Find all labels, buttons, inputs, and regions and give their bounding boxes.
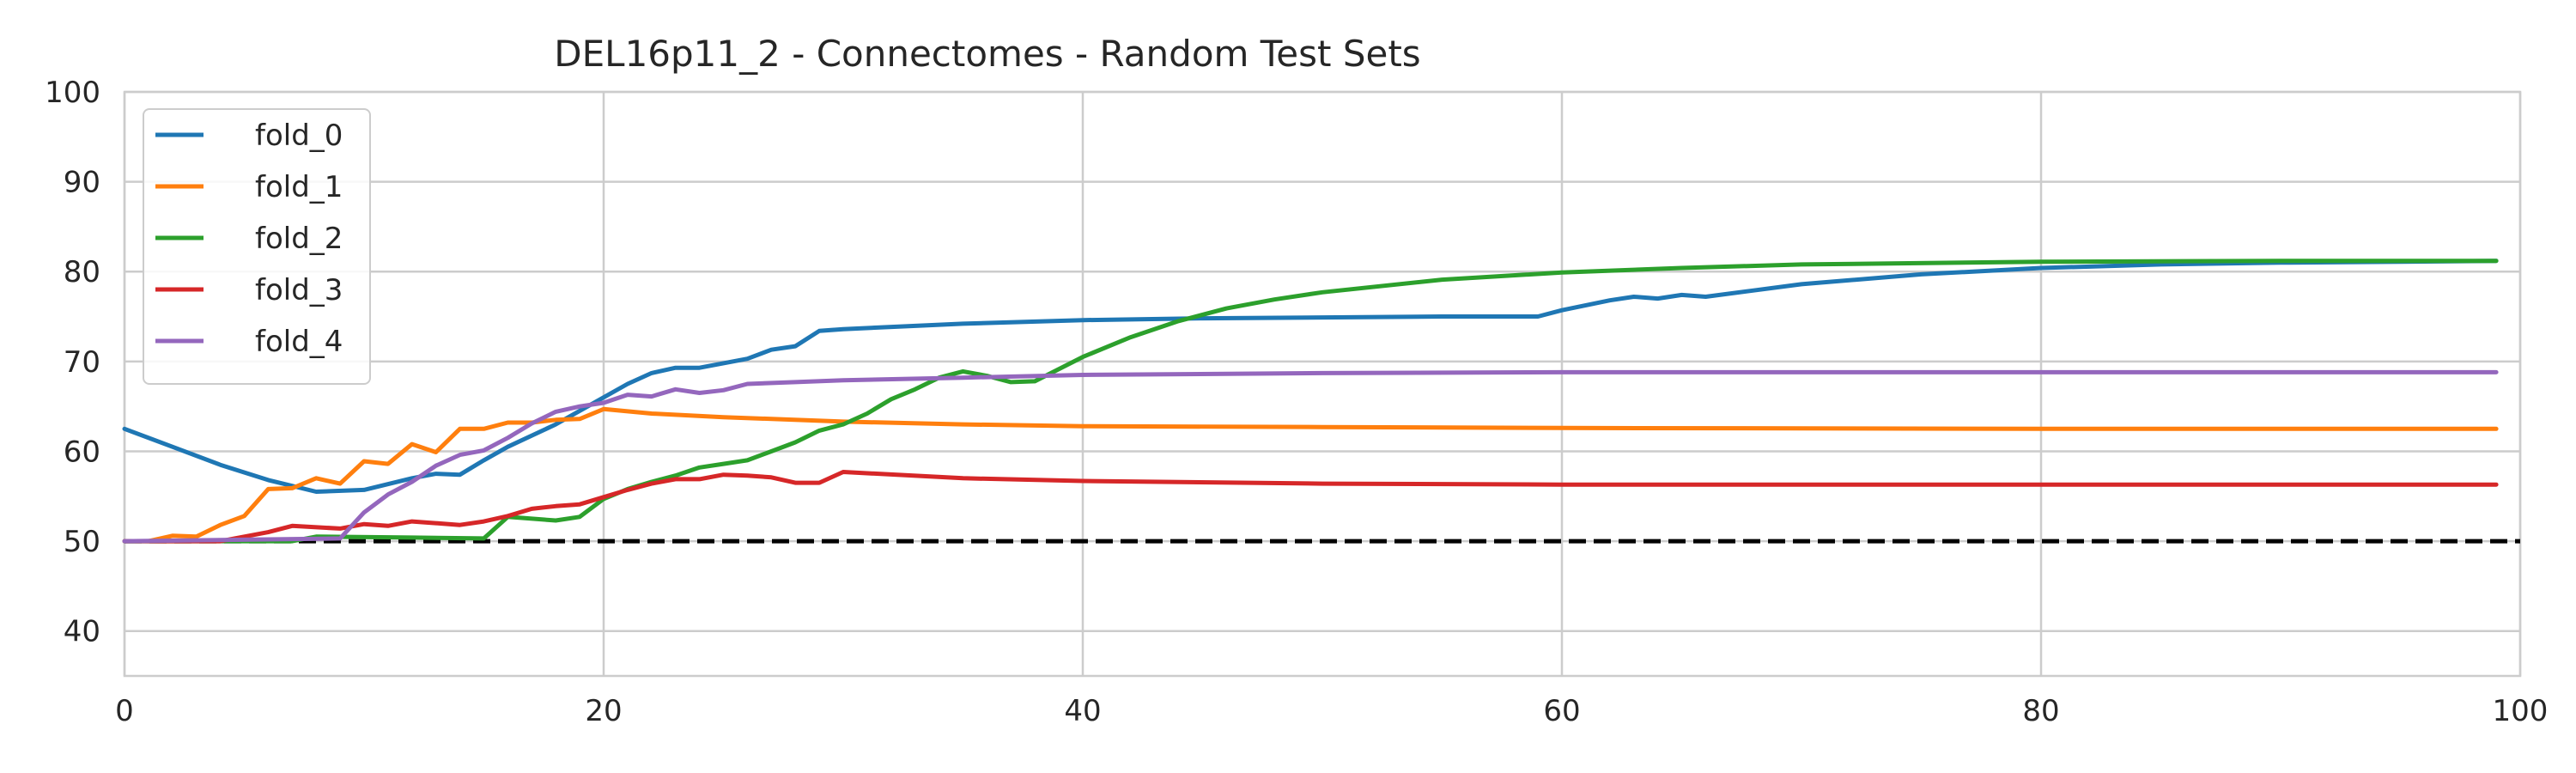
y-tick-label: 50 <box>64 525 100 559</box>
chart-title: DEL16p11_2 - Connectomes - Random Test S… <box>554 33 1420 75</box>
x-tick-label: 80 <box>2022 694 2059 728</box>
x-tick-label: 100 <box>2493 694 2549 728</box>
y-tick-label: 60 <box>64 435 100 469</box>
series-line-fold-2 <box>122 259 2499 544</box>
y-axis: 40 50 60 70 80 90 100 <box>45 76 100 649</box>
y-tick-label: 70 <box>64 345 100 380</box>
x-tick-label: 40 <box>1064 694 1101 728</box>
plot-frame <box>123 90 2522 678</box>
x-tick-label: 60 <box>1543 694 1580 728</box>
legend-label-fold-4: fold_4 <box>255 325 343 359</box>
series-line-fold-1 <box>146 406 2499 544</box>
y-tick-label: 100 <box>45 76 100 110</box>
legend-label-fold-0: fold_0 <box>255 119 343 153</box>
x-tick-label: 20 <box>585 694 622 728</box>
x-axis: 0 20 40 60 80 100 <box>115 694 2548 728</box>
y-tick-label: 80 <box>64 255 100 289</box>
legend-label-fold-1: fold_1 <box>255 170 343 204</box>
legend: fold_0 fold_1 fold_2 fold_3 fold_4 <box>143 108 371 385</box>
series-line-fold-4 <box>122 369 2499 544</box>
y-tick-label: 40 <box>64 615 100 649</box>
series-lines <box>122 259 2499 544</box>
legend-label-fold-3: fold_3 <box>255 273 343 307</box>
series-line-fold-0 <box>122 259 2499 494</box>
y-tick-label: 90 <box>64 166 100 200</box>
legend-label-fold-2: fold_2 <box>255 222 343 256</box>
legend-box <box>143 108 371 385</box>
x-tick-label: 0 <box>115 694 134 728</box>
series-line-fold-3 <box>122 470 2499 544</box>
